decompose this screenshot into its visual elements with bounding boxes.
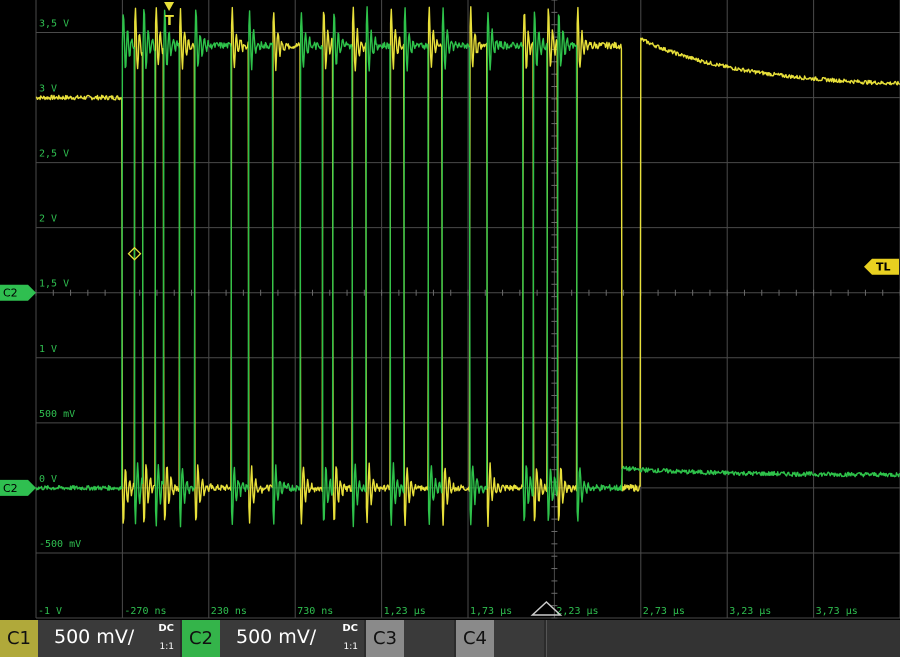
channel-c2-probe: 1:1 <box>343 642 358 652</box>
y-tick-label: 1 V <box>39 344 57 355</box>
channel-c1-settings: 500 mV/ DC 1:1 <box>38 620 180 657</box>
x-tick-label: 730 ns <box>297 606 333 617</box>
x-tick-label: 1,73 µs <box>470 606 512 617</box>
y-tick-label: -500 mV <box>39 539 81 550</box>
channel-c3-tab[interactable]: C3 <box>366 620 454 657</box>
x-tick-label: -1 V <box>38 606 62 617</box>
x-tick-label: 3,73 µs <box>816 606 858 617</box>
channel-c4-label: C4 <box>456 620 494 657</box>
x-tick-label: 2,73 µs <box>643 606 685 617</box>
trigger-level-marker <box>864 258 899 275</box>
y-tick-label: 1,5 V <box>39 279 69 290</box>
channel-c1-label: C1 <box>0 620 38 657</box>
y-axis-labels: 3,5 V 3 V 2,5 V 2 V 1,5 V 1 V 500 mV 0 V -500 mV <box>39 19 81 550</box>
x-tick-label: 3,23 µs <box>729 606 771 617</box>
y-tick-label: 2 V <box>39 214 57 225</box>
x-tick-label: -270 ns <box>124 606 166 617</box>
channel-c1-tab[interactable]: C1 500 mV/ DC 1:1 <box>0 620 180 657</box>
y-tick-label: 500 mV <box>39 409 75 420</box>
channel-c1-coupling: DC <box>158 623 174 634</box>
y-tick-label: 3,5 V <box>39 19 69 30</box>
markers: T TL C2 C2 <box>0 2 899 616</box>
trigger-position-marker <box>164 2 175 11</box>
series-c1-trace <box>35 6 900 527</box>
channel-c1-probe: 1:1 <box>159 642 174 652</box>
channel-c3-label: C3 <box>366 620 404 657</box>
y-tick-label: 3 V <box>39 84 57 95</box>
channel-c2-scale: 500 mV/ <box>236 626 317 648</box>
x-tick-label: 230 ns <box>211 606 247 617</box>
cursor-diamond <box>127 246 142 261</box>
channel-c2-label: C2 <box>182 620 220 657</box>
channel-bar: C1 500 mV/ DC 1:1 C2 500 mV/ DC 1:1 C3 C… <box>0 620 900 657</box>
channel-c2-settings: 500 mV/ DC 1:1 <box>220 620 364 657</box>
y-tick-label: 0 V <box>39 474 57 485</box>
x-axis-labels: -1 V -270 ns 230 ns 730 ns 1,23 µs 1,73 µs 2,2… <box>38 606 858 617</box>
c2-offset-marker <box>0 284 36 301</box>
x-tick-label: 2,23 µs <box>556 606 598 617</box>
channel-c1-scale: 500 mV/ <box>54 626 135 648</box>
channel-c4-settings <box>494 620 544 657</box>
horizontal-position-marker <box>530 600 563 616</box>
x-tick-label: 1,23 µs <box>384 606 426 617</box>
trigger-level-label: TL <box>876 261 891 274</box>
channel-c3-settings <box>404 620 454 657</box>
oscilloscope-display: 3,5 V 3 V 2,5 V 2 V 1,5 V 1 V 500 mV 0 V -500 mV… <box>0 0 900 620</box>
series-c2-trace <box>35 6 900 528</box>
channel-c2-coupling: DC <box>342 623 358 634</box>
channel-c4-tab[interactable]: C4 <box>456 620 544 657</box>
waveforms <box>35 6 900 528</box>
status-area <box>546 620 900 657</box>
y-tick-label: 2,5 V <box>39 149 69 160</box>
c2-ground-marker-label: C2 <box>3 482 18 495</box>
channel-c2-tab[interactable]: C2 500 mV/ DC 1:1 <box>182 620 364 657</box>
c2-ground-marker <box>0 479 36 496</box>
trigger-label: T <box>165 14 174 29</box>
c2-offset-marker-label: C2 <box>3 287 18 300</box>
screen-background <box>0 0 900 620</box>
